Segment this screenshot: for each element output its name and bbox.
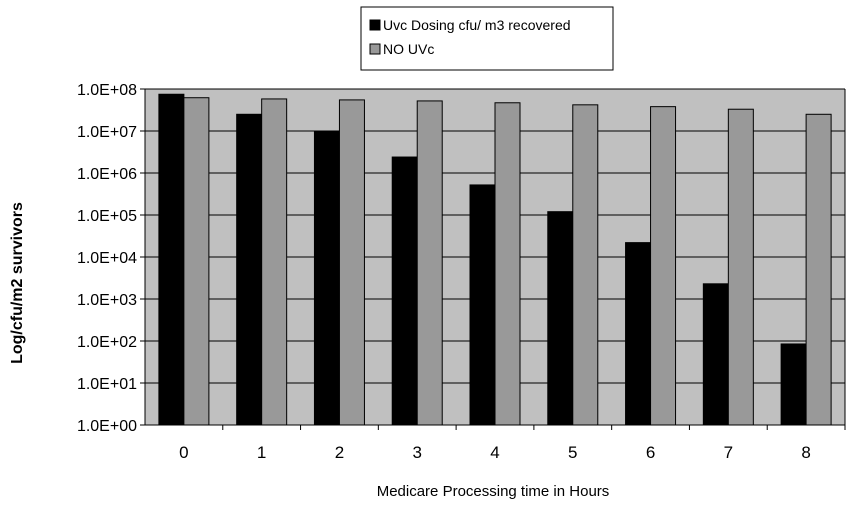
y-tick-label: 1.0E+08 [77, 82, 137, 99]
bar-no-uvc-6 [650, 106, 677, 426]
bar-no-uvc-7 [727, 108, 754, 426]
x-tick-label: 0 [179, 443, 188, 462]
x-tick-label: 8 [801, 443, 810, 462]
bar-no-uvc-4 [494, 102, 521, 426]
y-tick-label: 1.0E+07 [77, 124, 137, 141]
x-tick-label: 4 [490, 443, 499, 462]
x-axis-title: Medicare Processing time in Hours [377, 483, 610, 500]
bar-no-uvc-2 [338, 99, 365, 426]
bar-uvc-3 [391, 156, 418, 426]
bar-no-uvc-5 [572, 104, 599, 426]
y-tick-label: 1.0E+06 [77, 166, 137, 183]
y-tick-label: 1.0E+05 [77, 208, 137, 225]
y-tick-label: 1.0E+01 [77, 376, 137, 393]
legend-label: NO UVc [383, 41, 434, 57]
y-tick-label: 1.0E+02 [77, 334, 137, 351]
x-tick-label: 7 [724, 443, 733, 462]
bar-uvc-0 [158, 93, 185, 426]
axes: 1.0E+00 1.0E+01 1.0E+02 1.0E+03 1.0E+04 1.0E+… [77, 82, 846, 462]
x-tick-label: 1 [257, 443, 266, 462]
bar-uvc-2 [313, 130, 340, 426]
bar-no-uvc-1 [261, 98, 288, 426]
x-tick-label: 6 [646, 443, 655, 462]
bar-uvc-4 [469, 184, 496, 426]
legend-label: Uvc Dosing cfu/ m3 recovered [383, 17, 571, 33]
bar-uvc-5 [547, 211, 574, 426]
plot-area [145, 88, 845, 426]
y-tick-label: 1.0E+00 [77, 418, 137, 435]
legend-swatch [369, 43, 381, 55]
bar-uvc-6 [625, 242, 652, 426]
y-axis-title: Log/cfu/m2 survivors [9, 202, 26, 364]
bar-uvc-1 [236, 113, 263, 426]
bar-uvc-7 [702, 283, 729, 426]
legend-box [360, 6, 614, 71]
bar-no-uvc-3 [416, 100, 443, 426]
x-tick-label: 5 [568, 443, 577, 462]
legend-swatch [369, 19, 381, 31]
bar-uvc-8 [780, 343, 807, 426]
x-tick-label: 2 [335, 443, 344, 462]
y-tick-label: 1.0E+03 [77, 292, 137, 309]
legend: Uvc Dosing cfu/ m3 recovered NO UVc [360, 6, 614, 71]
x-tick-label: 3 [412, 443, 421, 462]
bar-no-uvc-8 [805, 113, 832, 426]
y-tick-label: 1.0E+04 [77, 250, 137, 267]
bar-no-uvc-0 [183, 97, 210, 426]
